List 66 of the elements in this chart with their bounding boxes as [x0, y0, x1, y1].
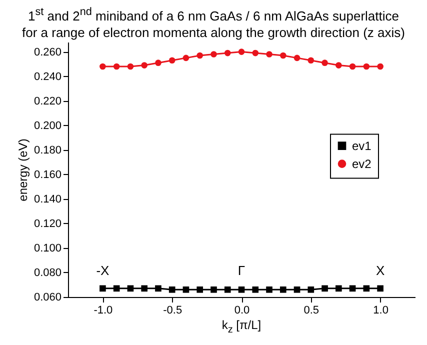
y-tick-label: 0.160	[34, 168, 62, 181]
point	[155, 285, 162, 292]
point	[168, 57, 176, 64]
y-tick-label: 0.080	[34, 266, 62, 279]
point	[210, 286, 217, 293]
point	[363, 63, 370, 70]
point	[141, 62, 148, 68]
y-tick-label: 0.220	[34, 95, 62, 108]
point	[308, 286, 314, 293]
point	[252, 286, 259, 293]
y-axis-title: energy (eV)	[16, 138, 30, 202]
point	[377, 63, 384, 70]
y-tick-label: 0.260	[34, 46, 62, 58]
point	[238, 48, 245, 55]
point	[336, 62, 342, 68]
point	[210, 51, 217, 58]
y-tick-label: 0.140	[34, 193, 62, 206]
point	[363, 285, 370, 292]
point	[336, 285, 342, 292]
point	[252, 50, 259, 56]
point	[322, 60, 328, 66]
annotation: Γ	[238, 263, 246, 278]
point	[266, 286, 272, 293]
point	[113, 285, 120, 292]
point	[155, 60, 162, 66]
point	[238, 286, 245, 293]
point	[377, 285, 384, 292]
x-tick-label: 1.0	[373, 304, 388, 316]
legend-label: ev1	[352, 138, 372, 153]
point	[100, 285, 106, 292]
point	[196, 52, 204, 59]
point	[168, 286, 176, 293]
point	[141, 285, 148, 292]
x-tick-label: 0.0	[234, 304, 250, 316]
point	[127, 63, 134, 70]
point	[294, 54, 300, 62]
point	[113, 63, 120, 70]
point	[349, 63, 356, 70]
x-tick-label: 0.5	[304, 304, 320, 316]
legend-label: ev2	[352, 156, 372, 171]
point	[280, 52, 286, 59]
point	[280, 286, 286, 293]
point	[224, 50, 231, 56]
point	[266, 51, 272, 58]
y-tick-label: 0.100	[34, 242, 62, 254]
point	[182, 286, 190, 293]
point	[349, 285, 356, 292]
point	[224, 286, 231, 293]
y-tick-label: 0.200	[34, 120, 62, 132]
chart-title: 1$^{st}$ and 2$^{nd}$ miniband of a 6 nm GaAs / 6 nm AlGaAs superlattice for a range of electron momenta along the growth direction (z axis)	[21, 5, 406, 42]
annotation: -X	[96, 263, 110, 278]
x-tick-label: -1.0	[94, 304, 113, 316]
y-tick-label: 0.120	[34, 218, 62, 230]
annotation: X	[376, 263, 385, 278]
x-tick-label: -0.5	[163, 304, 182, 316]
point	[322, 285, 328, 292]
point	[196, 286, 204, 293]
x-axis-title: k$_{z}$ [π/L]	[220, 318, 262, 336]
y-tick-label: 0.060	[34, 292, 62, 304]
point	[294, 286, 300, 293]
point	[182, 54, 190, 62]
point	[100, 63, 106, 70]
point	[308, 57, 314, 64]
y-tick-label: 0.240	[34, 70, 62, 83]
y-tick-label: 0.180	[34, 144, 62, 156]
point	[127, 285, 134, 292]
